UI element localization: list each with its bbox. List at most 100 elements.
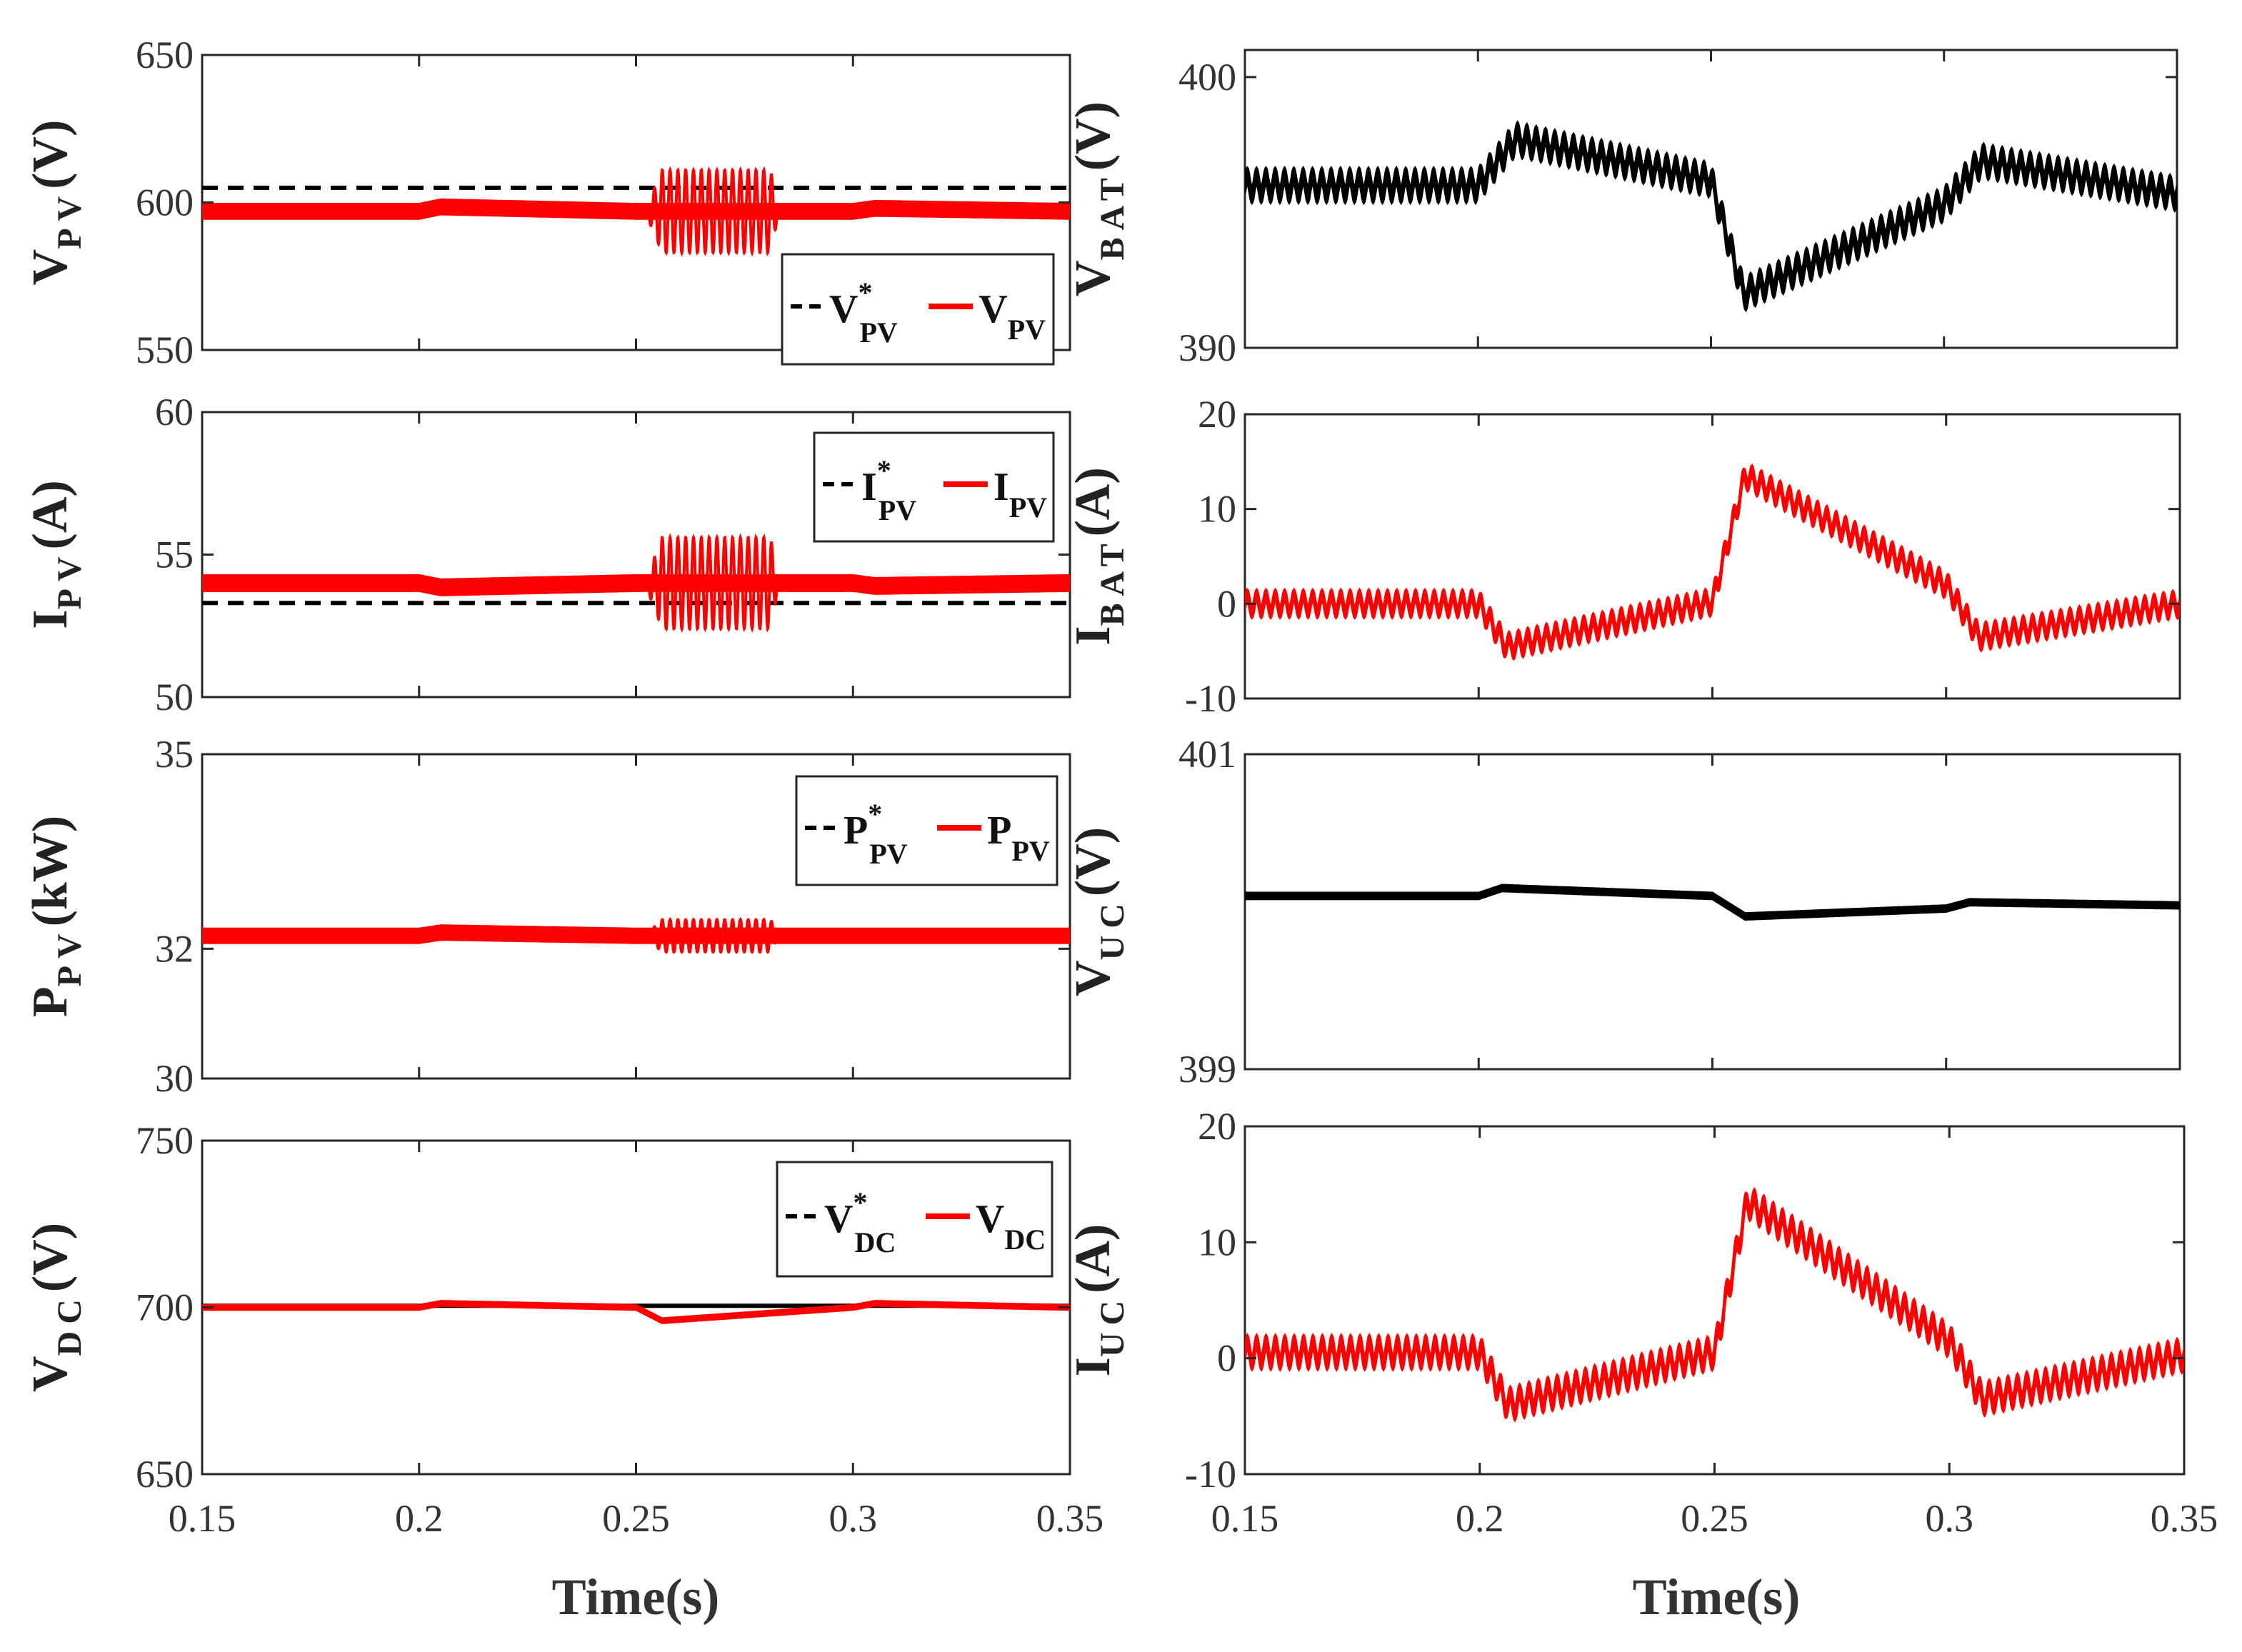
x-tick-label: 0.25 bbox=[1681, 1497, 1748, 1540]
y-tick-label: 55 bbox=[155, 534, 194, 576]
y-label-unit: (V) bbox=[23, 120, 78, 189]
y-tick-label: 60 bbox=[155, 391, 194, 434]
legend-ref-main: I bbox=[861, 465, 877, 509]
y-label-main: P bbox=[23, 986, 78, 1017]
series-group bbox=[202, 1300, 1070, 1324]
y-tick-label: 50 bbox=[155, 676, 194, 719]
y-label-main: I bbox=[23, 609, 78, 629]
y-label-sub: BAT bbox=[1094, 536, 1131, 626]
panel-vbat: 400 390 VBAT(V) bbox=[1066, 49, 2178, 369]
y-tick-label: 0 bbox=[1217, 1337, 1236, 1380]
series-ibat bbox=[1245, 464, 2180, 661]
series-ppv bbox=[202, 924, 1070, 944]
y-axis-label: IBAT(A) bbox=[1066, 467, 1131, 646]
series-group bbox=[1245, 883, 2180, 921]
axes-frame bbox=[1243, 413, 2181, 700]
y-tick-label: 390 bbox=[1178, 326, 1236, 369]
y-label-sub: BAT bbox=[1094, 171, 1131, 260]
y-tick-label: 650 bbox=[136, 34, 194, 76]
y-axis-label: VDC(V) bbox=[23, 1223, 89, 1392]
y-label-sub: UC bbox=[1094, 896, 1131, 960]
y-tick-label: 32 bbox=[155, 927, 194, 970]
y-tick-label: 550 bbox=[136, 329, 194, 371]
panel-vuc: 401 399 VUC(V) bbox=[1066, 733, 2181, 1091]
x-tick-label: 0.3 bbox=[829, 1497, 878, 1540]
y-axis-label: VPV(V) bbox=[23, 120, 89, 286]
x-tick-label: 0.25 bbox=[602, 1497, 670, 1540]
legend-meas-main: V bbox=[976, 1197, 1004, 1241]
legend-ref-sub: PV bbox=[859, 316, 897, 349]
y-label-main: I bbox=[1066, 1357, 1121, 1376]
panel-ibat: 20 10 0 -10 IBAT(A) bbox=[1066, 393, 2181, 720]
legend-ref-sup: * bbox=[877, 454, 891, 486]
series-vpv-burst bbox=[644, 166, 781, 257]
series-vuc bbox=[1245, 883, 2180, 921]
y-label-sub: PV bbox=[51, 549, 89, 609]
y-label-unit: (V) bbox=[23, 1223, 78, 1292]
y-tick-label: 10 bbox=[1198, 1221, 1236, 1263]
y-label-unit: (kW) bbox=[23, 816, 78, 927]
series-vdc bbox=[202, 1300, 1070, 1324]
y-tick-label: 650 bbox=[136, 1453, 194, 1496]
legend-ref-sub: DC bbox=[854, 1226, 896, 1258]
series-ppv-burst bbox=[644, 917, 781, 954]
legend-meas-label: IPV bbox=[994, 465, 1047, 524]
series-group bbox=[1245, 1187, 2184, 1423]
y-label-main: V bbox=[23, 1356, 78, 1392]
y-tick-label: 750 bbox=[136, 1119, 194, 1162]
legend-meas-sub: PV bbox=[1011, 835, 1049, 867]
series-vbat bbox=[1245, 120, 2177, 313]
legend-ref-label: P* PV bbox=[844, 798, 908, 870]
y-tick-label: 20 bbox=[1198, 393, 1236, 436]
series-group bbox=[202, 917, 1070, 954]
series-ipv bbox=[202, 574, 1070, 596]
y-label-unit: (A) bbox=[1066, 467, 1121, 536]
legend-ref-main: V bbox=[824, 1197, 853, 1241]
series-group bbox=[1245, 120, 2177, 313]
y-label-main: V bbox=[23, 249, 78, 286]
panel-iuc: 20 10 0 -100.15 0.2 0.25 0.3 0.35 IUC(A) bbox=[1066, 1105, 2218, 1540]
legend: I* PV IPV bbox=[813, 431, 1055, 543]
y-label-unit: (A) bbox=[1066, 1224, 1121, 1293]
series-group bbox=[202, 533, 1070, 634]
y-tick-label: 400 bbox=[1178, 56, 1236, 99]
axes-frame bbox=[1243, 1125, 2186, 1476]
y-axis-label: IUC(A) bbox=[1066, 1224, 1131, 1377]
y-label-sub: PV bbox=[51, 189, 89, 249]
series-vpv bbox=[202, 198, 1070, 220]
legend-meas-label: VPV bbox=[979, 287, 1046, 346]
x-tick-label: 0.15 bbox=[169, 1497, 236, 1540]
y-label-sub: PV bbox=[51, 926, 89, 986]
legend-ref-main: V bbox=[829, 287, 858, 331]
legend-ref-sub: PV bbox=[869, 838, 907, 870]
y-label-unit: (A) bbox=[23, 480, 78, 549]
x-tick-label: 0.35 bbox=[2151, 1497, 2218, 1540]
series-ipv-burst bbox=[644, 533, 781, 634]
x-tick-label: 0.3 bbox=[1926, 1497, 1974, 1540]
legend-ref-label: I* PV bbox=[861, 454, 916, 526]
legend-ref-label: V* PV bbox=[829, 276, 898, 349]
legend-meas-label: VDC bbox=[976, 1197, 1046, 1256]
x-tick-label: 0.35 bbox=[1036, 1497, 1104, 1540]
series-iuc bbox=[1245, 1187, 2184, 1423]
legend-meas-main: V bbox=[979, 287, 1007, 331]
x-tick-label: 0.15 bbox=[1211, 1497, 1279, 1540]
legend-ref-sup: * bbox=[868, 798, 882, 830]
x-axis-label-left: Time(s) bbox=[552, 1568, 720, 1626]
legend-ref-main: P bbox=[844, 809, 868, 853]
axes-frame bbox=[1243, 753, 2181, 1071]
legend-ref-sup: * bbox=[858, 276, 872, 309]
x-axis-label-right: Time(s) bbox=[1633, 1568, 1801, 1626]
y-axis-label: PPV(kW) bbox=[23, 816, 89, 1017]
series-group bbox=[202, 166, 1070, 257]
y-label-sub: UC bbox=[1094, 1293, 1131, 1357]
y-tick-label: 700 bbox=[136, 1286, 194, 1329]
legend-box bbox=[776, 1161, 1054, 1278]
